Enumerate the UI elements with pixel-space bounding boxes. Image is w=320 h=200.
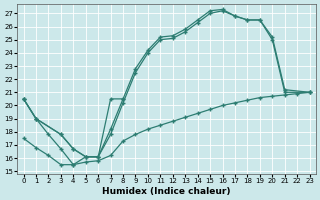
X-axis label: Humidex (Indice chaleur): Humidex (Indice chaleur) <box>102 187 231 196</box>
